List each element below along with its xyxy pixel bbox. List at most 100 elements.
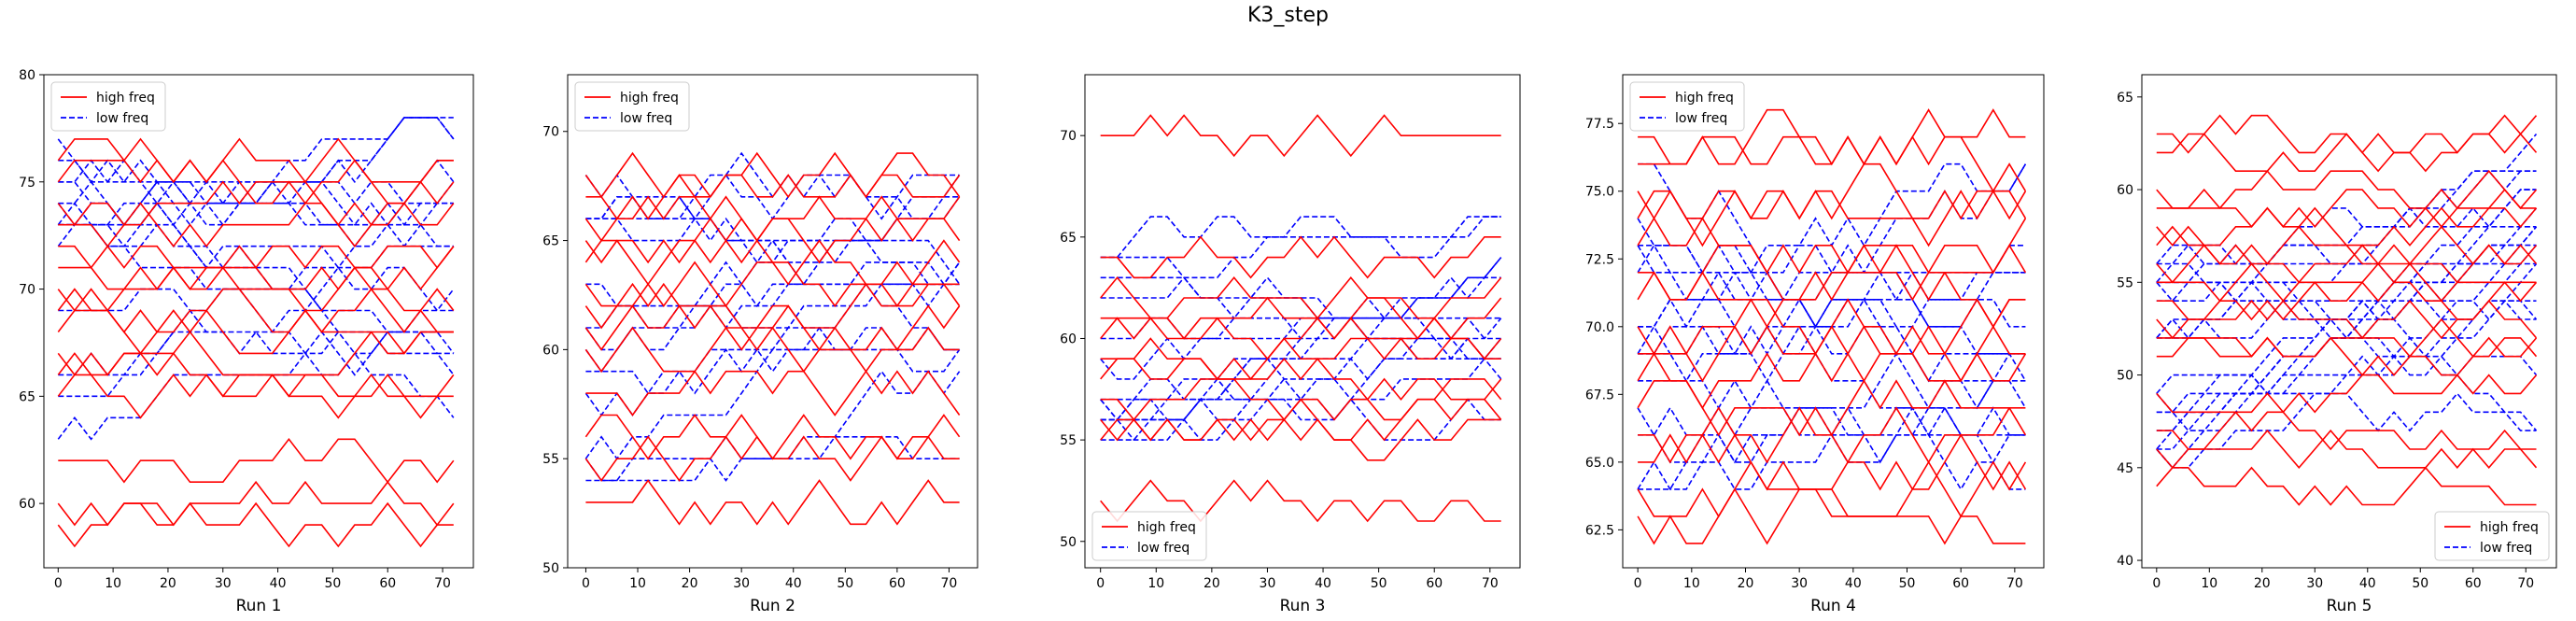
high-freq-line xyxy=(58,246,455,290)
low-freq-line xyxy=(2156,226,2538,284)
legend-label: low freq xyxy=(1137,541,1189,556)
x-tick-label: 20 xyxy=(682,576,698,591)
x-tick-label: 0 xyxy=(582,576,590,591)
legend-label: high freq xyxy=(2480,520,2539,535)
x-tick-label: 60 xyxy=(889,576,906,591)
subplot-1: 0 10 20 30 40 50 60 70 60 65 70 75 80 Run 1 high freq l… xyxy=(19,68,474,615)
x-tick-label: 20 xyxy=(160,576,176,591)
legend-box xyxy=(50,81,166,132)
high-freq-line xyxy=(1637,487,2026,545)
x-tick-label: 50 xyxy=(324,576,341,591)
x-axis-label: Run 5 xyxy=(2327,597,2372,615)
axes-frame xyxy=(567,74,978,569)
y-tick-label: 67.5 xyxy=(1585,388,1614,402)
high-freq-line xyxy=(1100,235,1501,279)
x-tick-label: 70 xyxy=(941,576,958,591)
x-tick-label: 40 xyxy=(270,576,287,591)
figure-title: K3_step xyxy=(1246,4,1329,27)
high-freq-line xyxy=(2156,281,2538,321)
high-freq-line xyxy=(585,370,961,416)
low-freq-line xyxy=(58,117,455,227)
series-lines xyxy=(2156,114,2538,506)
x-tick-label: 60 xyxy=(379,576,396,591)
high-freq-line xyxy=(1638,108,2026,166)
high-freq-line xyxy=(584,151,961,199)
series-lines xyxy=(584,151,961,526)
low-freq-line xyxy=(1100,318,1502,421)
y-tick-label: 40 xyxy=(2117,554,2133,569)
x-tick-label: 70 xyxy=(2006,576,2023,591)
x-tick-label: 10 xyxy=(1683,576,1700,591)
x-tick-label: 40 xyxy=(2359,576,2376,591)
high-freq-line xyxy=(2156,374,2538,414)
axes-frame xyxy=(1084,74,1521,569)
axes-frame xyxy=(43,74,474,569)
x-tick-label: 60 xyxy=(2465,576,2482,591)
y-tick-label: 80 xyxy=(19,68,35,83)
high-freq-line xyxy=(1100,479,1501,523)
low-freq-line xyxy=(2156,189,2537,431)
x-tick-label: 0 xyxy=(1096,576,1105,591)
y-tick-label: 65 xyxy=(2117,91,2133,106)
axes-frame xyxy=(2141,74,2557,569)
high-freq-line xyxy=(1638,244,2027,302)
x-tick-label: 30 xyxy=(733,576,750,591)
y-tick-label: 70 xyxy=(19,283,35,298)
y-tick-label: 72.5 xyxy=(1585,252,1614,267)
x-tick-label: 70 xyxy=(1482,576,1499,591)
legend: high freq low freq xyxy=(1629,81,1745,132)
subplot-2: 0 10 20 30 40 50 60 70 50 55 60 65 70 Run 2 high freq l… xyxy=(542,74,978,615)
high-freq-line xyxy=(57,331,454,376)
high-freq-line xyxy=(1637,217,2027,275)
y-tick-label: 70.0 xyxy=(1585,320,1614,335)
y-tick-label: 55 xyxy=(1060,433,1077,448)
legend-label: low freq xyxy=(1675,111,1727,126)
y-tick-label: 50 xyxy=(542,561,559,576)
legend-label: high freq xyxy=(96,91,155,106)
high-freq-line xyxy=(2156,262,2537,303)
y-tick-label: 75 xyxy=(19,176,35,191)
x-tick-label: 40 xyxy=(1845,576,1862,591)
legend-label: low freq xyxy=(96,111,148,126)
y-tick-label: 62.5 xyxy=(1585,523,1614,538)
x-axis-label: Run 3 xyxy=(1280,597,1326,615)
high-freq-line xyxy=(1100,337,1501,380)
x-tick-label: 20 xyxy=(1204,576,1220,591)
low-freq-line xyxy=(2156,262,2537,414)
x-axis-label: Run 4 xyxy=(1810,597,1856,615)
y-tick-label: 60 xyxy=(542,343,559,358)
high-freq-line xyxy=(2156,206,2538,247)
high-freq-line xyxy=(1637,190,2027,247)
y-tick-label: 60 xyxy=(1060,332,1077,346)
high-freq-line xyxy=(584,414,961,460)
high-freq-line xyxy=(1100,114,1501,158)
y-tick-label: 77.5 xyxy=(1585,117,1614,132)
high-freq-line xyxy=(584,195,961,242)
low-freq-line xyxy=(57,138,454,248)
low-freq-line xyxy=(2156,133,2538,303)
x-tick-label: 30 xyxy=(2306,576,2323,591)
high-freq-line xyxy=(58,437,455,484)
x-axis-label: Run 1 xyxy=(236,597,282,615)
y-tick-label: 55 xyxy=(542,452,559,467)
legend: high freq low freq xyxy=(1091,511,1207,561)
high-freq-line xyxy=(584,304,961,351)
x-tick-label: 20 xyxy=(2254,576,2271,591)
high-freq-line xyxy=(584,239,961,286)
low-freq-line xyxy=(584,370,961,482)
x-tick-label: 50 xyxy=(1899,576,1916,591)
high-freq-line xyxy=(1100,378,1502,421)
legend: high freq low freq xyxy=(50,81,166,132)
low-freq-line xyxy=(1100,317,1501,421)
x-tick-label: 40 xyxy=(785,576,802,591)
legend-label: low freq xyxy=(2480,541,2532,556)
series-lines xyxy=(1637,108,2027,545)
low-freq-line xyxy=(2156,189,2537,470)
legend-box xyxy=(574,81,690,132)
y-tick-label: 65 xyxy=(542,234,559,249)
y-tick-label: 60 xyxy=(2117,183,2133,198)
y-tick-label: 65 xyxy=(1060,231,1077,246)
axes-frame xyxy=(1622,74,2045,569)
x-tick-label: 20 xyxy=(1738,576,1754,591)
